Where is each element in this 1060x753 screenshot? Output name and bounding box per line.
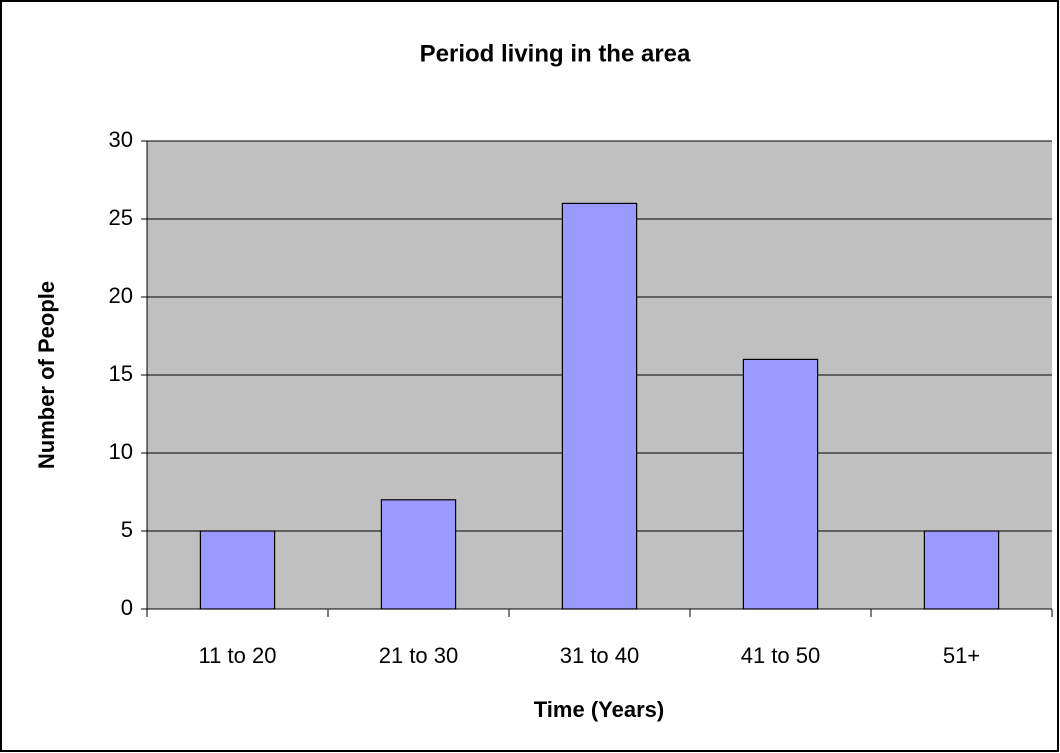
- x-tick-label: 51+: [943, 643, 980, 668]
- y-tick-label: 5: [121, 517, 133, 542]
- bar: [199, 530, 276, 610]
- bar: [742, 358, 819, 610]
- y-tick-label: 0: [121, 595, 133, 620]
- x-tick-label: 11 to 20: [199, 643, 277, 668]
- chart-title: Period living in the area: [420, 40, 691, 67]
- y-tick-label: 30: [109, 127, 133, 152]
- x-axis-label: Time (Years): [534, 697, 664, 722]
- y-tick-label: 25: [109, 205, 133, 230]
- bar: [380, 499, 457, 610]
- y-tick-label: 20: [109, 283, 133, 308]
- y-tick-label: 15: [109, 361, 133, 386]
- x-tick-label: 21 to 30: [379, 643, 459, 668]
- x-tick-label: 41 to 50: [741, 643, 821, 668]
- bar: [561, 202, 638, 610]
- x-tick-label: 31 to 40: [560, 643, 640, 668]
- y-tick-label: 10: [109, 439, 133, 464]
- y-axis-label: Number of People: [34, 281, 59, 469]
- bar: [923, 530, 1000, 610]
